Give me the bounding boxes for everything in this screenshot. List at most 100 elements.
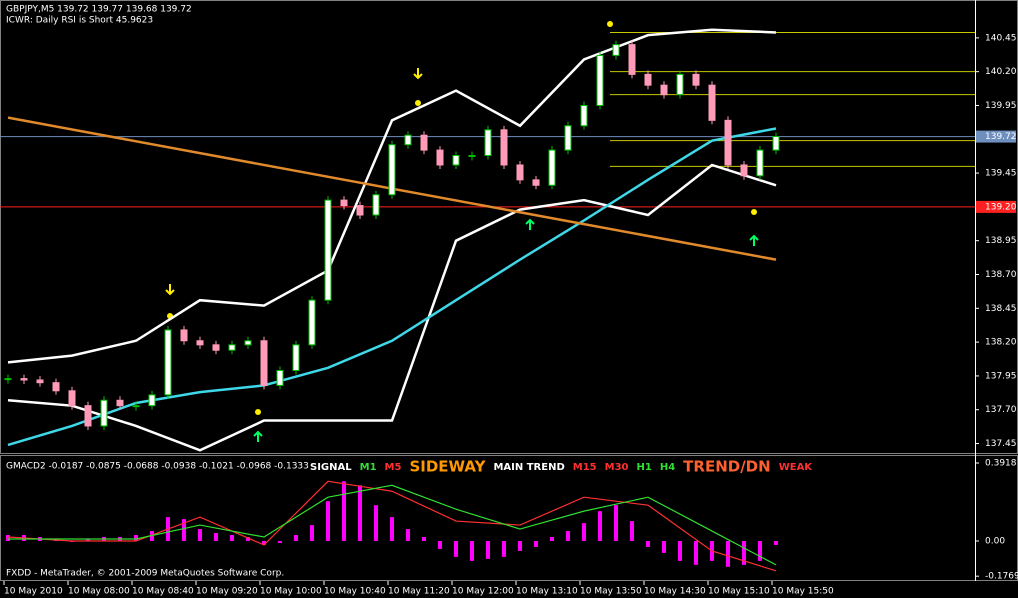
candle bbox=[692, 73, 700, 86]
price-badge bbox=[976, 200, 1016, 213]
candle bbox=[84, 405, 92, 427]
candle bbox=[564, 125, 572, 151]
histogram-bar bbox=[198, 529, 202, 541]
candle bbox=[596, 54, 604, 106]
candle bbox=[500, 129, 508, 166]
candle bbox=[708, 84, 716, 121]
histogram-bar bbox=[134, 535, 138, 541]
candle bbox=[356, 205, 364, 216]
histogram-bar bbox=[502, 540, 506, 557]
candle bbox=[468, 155, 476, 158]
arrow-down bbox=[413, 68, 423, 80]
arrow-down bbox=[165, 284, 175, 296]
candle bbox=[68, 390, 76, 407]
x-tick-label: 10 May 10:40 bbox=[324, 587, 386, 597]
histogram-bar bbox=[230, 535, 234, 541]
markers bbox=[165, 21, 759, 442]
histogram-bar bbox=[470, 540, 474, 561]
candle bbox=[724, 119, 732, 166]
histogram-bar bbox=[454, 540, 458, 557]
candle bbox=[52, 382, 60, 392]
candle bbox=[740, 164, 748, 177]
y-tick-label: 137.45 bbox=[985, 439, 1017, 449]
y-tick-label: 139.45 bbox=[985, 169, 1017, 179]
histogram-bar bbox=[358, 485, 362, 541]
price-badge-label: 139.20 bbox=[985, 202, 1017, 212]
signal-label: M30 bbox=[605, 462, 629, 473]
histogram-bar bbox=[246, 537, 250, 541]
candle bbox=[244, 340, 252, 346]
candle bbox=[484, 129, 492, 157]
y-tick-label: 137.95 bbox=[985, 371, 1017, 381]
candle bbox=[372, 194, 380, 216]
price-badge bbox=[976, 130, 1016, 143]
x-tick-label: 10 May 08:00 bbox=[68, 587, 130, 597]
histogram-bar bbox=[518, 540, 522, 551]
histogram-bar bbox=[342, 481, 346, 541]
footer: FXDD - MetaTrader, © 2001-2009 MetaQuote… bbox=[6, 569, 284, 579]
signal-label: MAIN TREND bbox=[493, 462, 564, 473]
price-frame bbox=[0, 0, 1018, 454]
histogram-bar bbox=[774, 540, 778, 545]
histogram-bar bbox=[630, 521, 634, 541]
histogram-bar bbox=[422, 537, 426, 541]
signal-label: SIGNAL bbox=[310, 462, 352, 473]
y-tick-label: 138.95 bbox=[985, 236, 1017, 246]
x-tick-label: 10 May 12:00 bbox=[452, 587, 514, 597]
candle bbox=[308, 299, 316, 346]
histogram-bar bbox=[310, 525, 314, 541]
dot bbox=[751, 209, 757, 215]
candle bbox=[772, 136, 780, 151]
histogram-bar bbox=[278, 540, 282, 543]
candle bbox=[164, 329, 172, 396]
signal-label: WEAK bbox=[779, 462, 814, 473]
histogram-bar bbox=[374, 505, 378, 541]
histogram-bar bbox=[694, 540, 698, 565]
signal-label: H4 bbox=[660, 462, 675, 473]
y-tick-label: -0.1769 bbox=[985, 572, 1018, 582]
signal-label: M1 bbox=[360, 462, 377, 473]
overlay-line bbox=[7, 28, 777, 364]
histogram-bar bbox=[6, 535, 10, 541]
candle bbox=[660, 84, 668, 96]
candle bbox=[20, 378, 28, 381]
signal-label: TREND/DN bbox=[683, 458, 771, 476]
candle bbox=[580, 104, 588, 127]
y-tick-label: 138.45 bbox=[985, 304, 1017, 314]
x-tick-label: 10 May 09:20 bbox=[196, 587, 258, 597]
candle bbox=[260, 340, 268, 386]
x-tick-label: 10 May 2010 bbox=[4, 587, 63, 597]
arrow-up bbox=[749, 234, 759, 246]
candle bbox=[532, 179, 540, 186]
histogram-bar bbox=[182, 519, 186, 541]
histogram-bar bbox=[550, 537, 554, 541]
histogram-bar bbox=[742, 540, 746, 565]
x-tick-label: 10 May 15:10 bbox=[708, 587, 770, 597]
histogram-bar bbox=[598, 511, 602, 541]
candle bbox=[276, 370, 284, 386]
arrow-up bbox=[253, 430, 263, 442]
x-tick-label: 10 May 13:50 bbox=[580, 587, 642, 597]
candle bbox=[132, 405, 140, 408]
histogram-bar bbox=[294, 535, 298, 541]
candle bbox=[36, 379, 44, 384]
overlay-line bbox=[8, 484, 777, 566]
x-tick-label: 10 May 10:00 bbox=[260, 587, 322, 597]
candle bbox=[340, 199, 348, 207]
candle bbox=[196, 340, 204, 346]
candle bbox=[548, 149, 556, 186]
candle bbox=[404, 134, 412, 146]
y-tick-label: 138.70 bbox=[985, 270, 1017, 280]
candle bbox=[228, 344, 236, 351]
candle bbox=[180, 329, 188, 342]
signal-label: M15 bbox=[573, 462, 597, 473]
signal-label: M5 bbox=[385, 462, 402, 473]
candle bbox=[292, 344, 300, 372]
histogram-bar bbox=[406, 529, 410, 541]
histogram-bar bbox=[214, 533, 218, 541]
dot bbox=[607, 21, 613, 27]
histogram-bar bbox=[438, 540, 442, 549]
y-tick-label: 137.70 bbox=[985, 405, 1017, 415]
histogram-bar bbox=[758, 540, 762, 561]
